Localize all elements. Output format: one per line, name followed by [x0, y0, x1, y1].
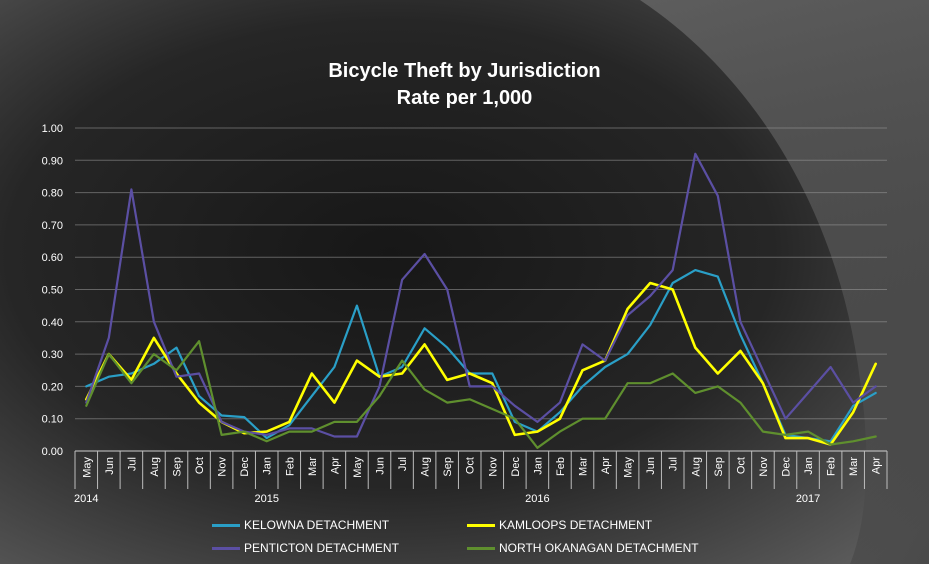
x-tick-label: Dec	[781, 457, 793, 477]
x-tick-label: Jun	[375, 457, 387, 475]
legend-item-penticton: PENTICTON DETACHMENT	[212, 539, 399, 557]
y-tick-label: 0.80	[42, 188, 63, 200]
x-tick-label: Jun	[645, 457, 657, 475]
chart-subtitle: Rate per 1,000	[396, 87, 533, 109]
legend-label-north-okanagan: NORTH OKANAGAN DETACHMENT	[499, 541, 699, 555]
x-tick-label: Sep	[442, 457, 454, 477]
year-label: 2015	[254, 493, 278, 505]
series-line-penticton-detachment	[85, 152, 877, 438]
x-tick-label: Mar	[307, 457, 319, 476]
x-tick-label: Aug	[690, 457, 702, 477]
legend-swatch-kelowna	[212, 523, 240, 527]
y-tick-label: 0.10	[42, 414, 63, 426]
series-lines	[85, 152, 878, 449]
x-tick-label: Jan	[262, 457, 274, 475]
x-tick-label: Feb	[555, 457, 567, 476]
legend-label-kelowna: KELOWNA DETACHMENT	[244, 518, 390, 532]
year-label: 2016	[525, 493, 549, 505]
legend: KELOWNA DETACHMENT KAMLOOPS DETACHMENT P…	[212, 516, 772, 560]
x-tick-label: May	[81, 457, 93, 478]
legend-item-kamloops: KAMLOOPS DETACHMENT	[467, 516, 652, 534]
x-tick-label: Jul	[397, 457, 409, 471]
y-tick-label: 0.60	[42, 252, 63, 264]
legend-item-kelowna: KELOWNA DETACHMENT	[212, 516, 389, 534]
x-tick-label: Feb	[284, 457, 296, 476]
x-tick-label: Apr	[600, 457, 612, 474]
x-tick-label: Mar	[578, 457, 590, 476]
year-label: 2014	[74, 493, 98, 505]
x-tick-label: Nov	[217, 457, 229, 477]
legend-label-kamloops: KAMLOOPS DETACHMENT	[499, 518, 653, 532]
x-tick-label: Dec	[510, 457, 522, 477]
y-tick-label: 0.40	[42, 317, 63, 329]
y-tick-label: 0.30	[42, 349, 63, 361]
axes: 0.00 0.10 0.20 0.30 0.40 0.50 0.60 0.70 0.80 0.90…	[42, 123, 888, 505]
x-tick-label: Nov	[758, 457, 770, 477]
x-tick-label: Apr	[871, 457, 883, 474]
x-tick-label: Jul	[126, 457, 138, 471]
series-line-north-okanagan-detachment	[85, 340, 877, 449]
gridlines	[75, 127, 887, 452]
x-tick-label: Sep	[172, 457, 184, 477]
x-tick-label: Sep	[713, 457, 725, 477]
y-tick-label: 0.20	[42, 381, 63, 393]
year-label: 2017	[796, 493, 820, 505]
legend-item-north-okanagan: NORTH OKANAGAN DETACHMENT	[467, 539, 699, 557]
x-tick-label: Feb	[826, 457, 838, 476]
x-tick-label: Oct	[194, 457, 206, 474]
x-tick-label: Jul	[668, 457, 680, 471]
x-tick-label: Dec	[239, 457, 251, 477]
y-tick-label: 0.50	[42, 285, 63, 297]
y-tick-label: 0.90	[42, 155, 63, 167]
legend-swatch-north-okanagan	[467, 546, 495, 550]
legend-swatch-kamloops	[467, 523, 495, 527]
x-tick-label: Oct	[465, 457, 477, 474]
legend-swatch-penticton	[212, 546, 240, 550]
x-tick-label: Oct	[735, 457, 747, 474]
legend-label-penticton: PENTICTON DETACHMENT	[244, 541, 399, 555]
x-tick-label: May	[623, 457, 635, 478]
x-tick-label: Aug	[420, 457, 432, 477]
y-tick-label: 0.70	[42, 220, 63, 232]
x-tick-label: Jan	[803, 457, 815, 475]
x-tick-label: May	[352, 457, 364, 478]
y-tick-label: 1.00	[42, 123, 63, 135]
x-tick-label: Nov	[487, 457, 499, 477]
x-tick-label: Jun	[104, 457, 116, 475]
chart-title: Bicycle Theft by Jurisdiction	[328, 60, 601, 82]
x-tick-label: Mar	[848, 457, 860, 476]
x-tick-label: Apr	[329, 457, 341, 474]
x-tick-label: Jan	[532, 457, 544, 475]
y-tick-label: 0.00	[42, 446, 63, 458]
x-tick-label: Aug	[149, 457, 161, 477]
